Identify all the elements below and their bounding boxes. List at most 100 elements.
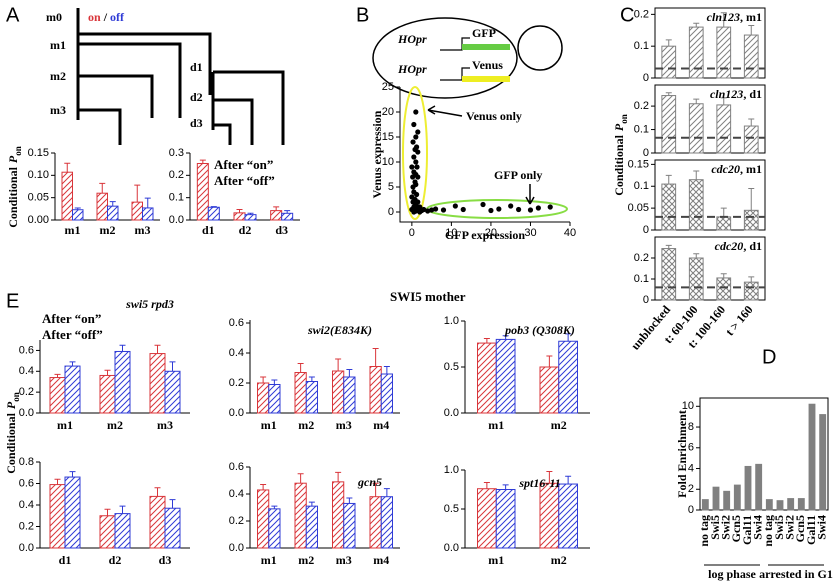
point: [508, 203, 514, 209]
error-bar: [502, 484, 509, 490]
bar: [64, 365, 81, 414]
panel-letter: B: [356, 4, 369, 26]
y-tick-label: 5: [388, 181, 394, 193]
bar: [661, 183, 677, 231]
bar: [196, 162, 209, 221]
bar: [114, 350, 131, 414]
x-tick-label: Swi4: [750, 515, 764, 540]
bar: [332, 481, 345, 549]
x-tick-label: m2: [551, 553, 567, 567]
point: [440, 207, 447, 213]
error-bar: [383, 488, 390, 497]
bar: [712, 486, 720, 511]
y-tick-label: 10: [382, 156, 394, 168]
error-bar: [720, 97, 727, 105]
chart-title: cln123, m1: [707, 10, 762, 24]
y-tick-label: 0.6: [19, 477, 34, 489]
bar: [558, 483, 578, 549]
point: [409, 164, 415, 170]
y-tick-label: 10: [682, 400, 694, 412]
y-tick-label: 0.0: [19, 407, 34, 419]
panel-letter: E: [6, 290, 19, 312]
point: [425, 208, 431, 214]
error-bar: [169, 499, 176, 509]
point: [496, 206, 502, 212]
error-bar: [565, 333, 572, 342]
point: [414, 164, 420, 170]
point: [415, 129, 421, 135]
y-axis-label: Venus expression: [370, 110, 384, 198]
cell-label: m0: [46, 10, 62, 24]
error-bar: [210, 206, 217, 208]
bar: [743, 125, 759, 154]
error-bar: [693, 98, 700, 104]
error-bar: [271, 379, 278, 385]
x-tick-label: d1: [202, 223, 215, 237]
bar: [343, 376, 356, 414]
error-bar: [169, 361, 176, 372]
y-tick-label: 0.4: [19, 365, 34, 377]
error-bar: [372, 348, 379, 367]
x-tick-label: Swi2: [718, 515, 732, 540]
bar: [131, 201, 143, 221]
bar: [558, 340, 578, 414]
error-bar: [665, 244, 672, 249]
error-bar: [260, 376, 267, 383]
error-bar: [260, 484, 267, 490]
cell-diagram: HOpr GFP HOpr Venus: [372, 17, 563, 99]
point: [516, 206, 522, 213]
point: [415, 174, 421, 180]
title-gene: cln123: [707, 10, 740, 24]
y-tick-label: 0.00: [28, 214, 49, 226]
error-bar: [297, 473, 304, 484]
bar: [539, 482, 560, 549]
point: [411, 209, 417, 215]
bar: [477, 488, 497, 549]
annotation: Venus only: [466, 109, 522, 123]
reporter: Venus: [472, 58, 503, 72]
bar: [49, 484, 66, 549]
bar: [72, 209, 84, 221]
panel-title: SWI5 mother: [390, 289, 466, 304]
label-var: P: [6, 155, 20, 163]
point: [413, 159, 419, 165]
x-tick-label: Gcn5: [729, 515, 743, 542]
error-bar: [748, 118, 755, 127]
x-tick-label: no tag: [761, 515, 775, 547]
bar: [369, 366, 382, 414]
error-bar: [144, 197, 151, 208]
y-tick-label: 0.4: [229, 488, 244, 500]
error-bar: [273, 206, 280, 211]
bar: [305, 381, 318, 414]
chart-title: cdc20, d1: [715, 239, 762, 253]
bar: [716, 216, 732, 231]
error-bar: [69, 361, 76, 367]
error-bar: [748, 187, 755, 211]
x-tick-label: no tag: [697, 515, 711, 547]
title-cell: , m1: [740, 162, 762, 176]
x-tick-label: d3: [275, 223, 288, 237]
title-cell: , d1: [743, 239, 762, 253]
legend-label: After “on”: [42, 311, 101, 326]
venus-gene: [462, 76, 510, 82]
error-bar: [199, 159, 206, 164]
x-tick-label: m1: [57, 418, 73, 432]
bar: [114, 513, 131, 549]
x-tick-label: 10: [445, 227, 457, 239]
bar: [268, 508, 281, 549]
legend-label: After “on”: [214, 157, 273, 172]
y-axis-label: Conditional Pon: [6, 146, 23, 228]
y-tick-label: 0.2: [634, 8, 649, 20]
bar: [797, 498, 805, 511]
y-tick-label: 0.15: [628, 158, 649, 170]
error-bar: [483, 481, 490, 489]
point: [413, 134, 419, 140]
x-tick-label: m4: [373, 418, 389, 432]
y-tick-label: 8: [688, 421, 694, 433]
y-tick-label: 1.0: [444, 464, 459, 476]
bar: [281, 212, 294, 221]
y-tick-label: 0: [388, 206, 394, 218]
x-tick-label: 0: [409, 227, 415, 239]
bar: [332, 370, 345, 414]
y-tick-label: 0.6: [229, 461, 244, 473]
